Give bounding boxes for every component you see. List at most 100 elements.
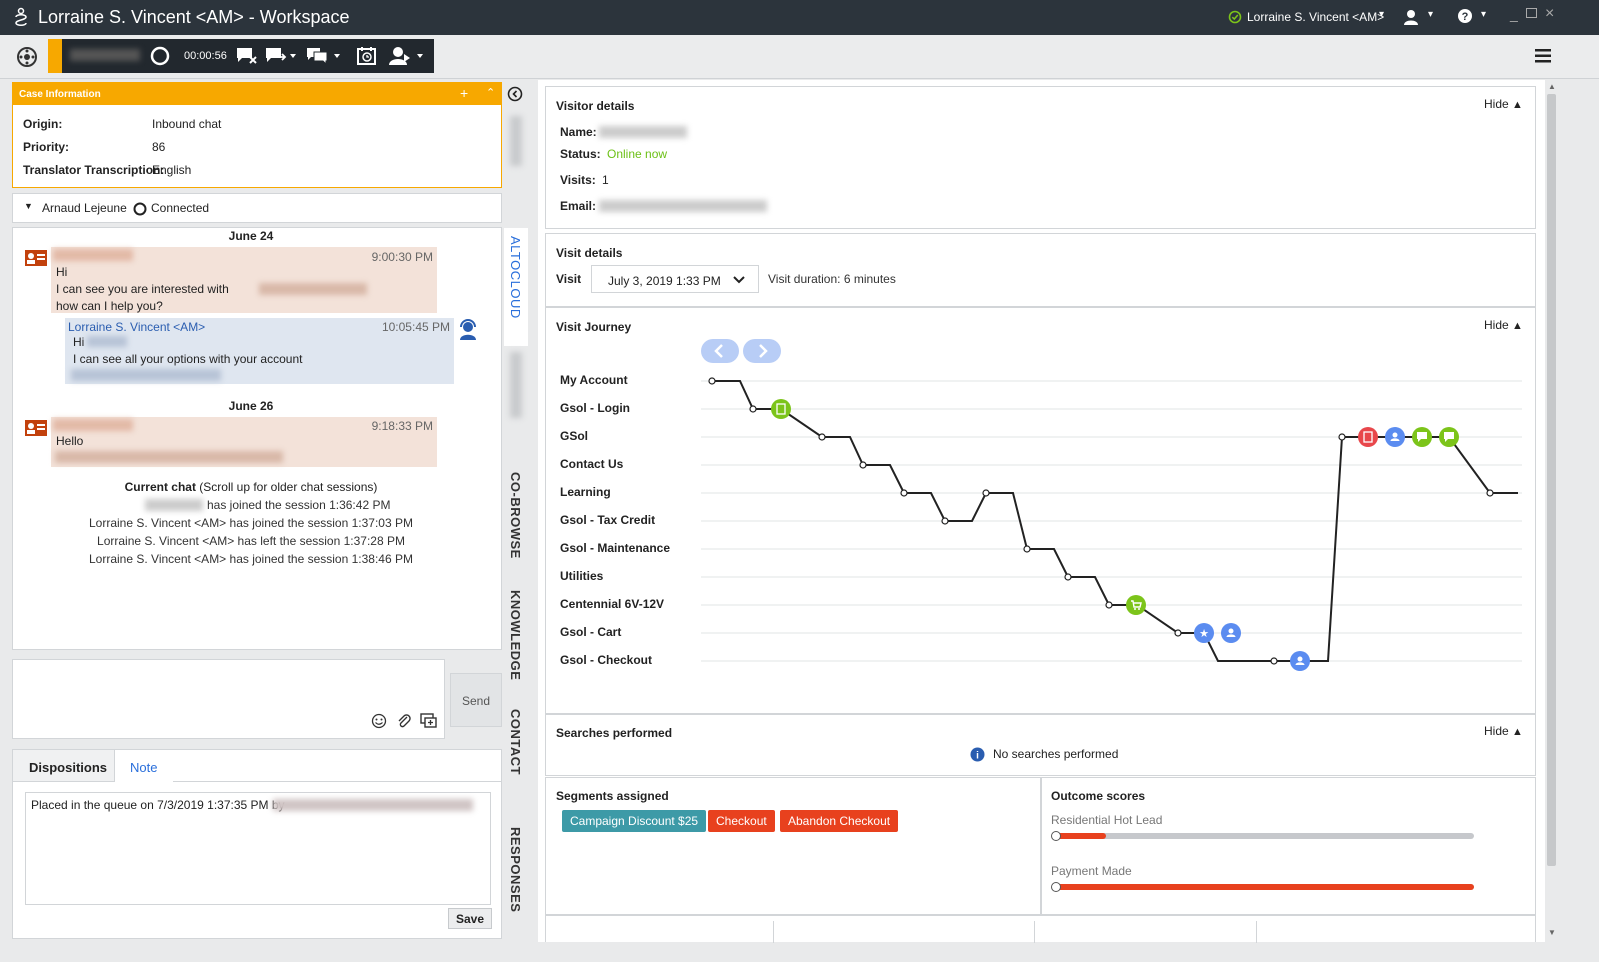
send-button[interactable]: Send [450, 673, 502, 727]
user-event-icon[interactable] [1289, 650, 1311, 672]
add-case-data-icon[interactable]: + [460, 85, 469, 101]
window-title: Lorraine S. Vincent <AM> - Workspace [38, 7, 350, 27]
star-event-icon[interactable]: ★ [1193, 622, 1215, 644]
divider [1034, 921, 1035, 943]
segment-badge: Checkout [708, 810, 775, 832]
scroll-down-icon[interactable]: ▼ [1548, 928, 1556, 937]
scrollbar[interactable]: ▲ ▼ [1545, 80, 1559, 942]
message-time: 9:00:30 PM [371, 250, 433, 264]
tab-co-browse[interactable]: CO-BROWSE [508, 472, 523, 559]
emoji-icon[interactable] [371, 713, 387, 729]
visit-label: Visit [556, 272, 582, 286]
agent-name: Lorraine S. Vincent <AM> [68, 320, 206, 334]
journey-page-label: My Account [560, 373, 628, 387]
note-textarea[interactable]: Placed in the queue on 7/3/2019 1:37:35 … [25, 792, 491, 905]
interaction-indicator [48, 39, 62, 73]
chat-message-customer: 9:00:30 PM Hi I can see you are interest… [51, 247, 437, 313]
redacted-tab [510, 116, 522, 166]
tab-responses[interactable]: RESPONSES [508, 827, 523, 913]
journey-page-label: Gsol - Cart [560, 625, 622, 639]
scrollbar-thumb[interactable] [1547, 94, 1556, 866]
tab-altocloud[interactable]: ALTOCLOUD [504, 228, 528, 346]
chat-event-icon[interactable] [1438, 426, 1460, 448]
message-line: I can see all your options with your acc… [73, 352, 303, 366]
outcome-scores-title: Outcome scores [1051, 789, 1146, 803]
visit-select[interactable]: July 3, 2019 1:33 PM [591, 265, 759, 293]
journey-prev-button[interactable] [701, 339, 739, 363]
standard-responses-icon[interactable] [420, 712, 438, 730]
case-field-label: Origin: [23, 117, 63, 131]
message-line: how can I help you? [56, 299, 163, 313]
scroll-up-icon[interactable]: ▲ [1548, 82, 1556, 91]
svg-text:i: i [976, 751, 979, 762]
message-time: 10:05:45 PM [381, 320, 450, 334]
user-menu-chevron-icon[interactable]: ▾ [1379, 9, 1385, 20]
tab-dispositions[interactable]: Dispositions [13, 750, 115, 782]
segments-title: Segments assigned [556, 789, 669, 803]
channels-icon[interactable] [16, 46, 38, 68]
case-field-value: English [152, 163, 192, 177]
tab-contact[interactable]: CONTACT [508, 709, 523, 776]
form-error-event-icon[interactable] [1357, 426, 1379, 448]
side-tab-bar: ALTOCLOUD CO-BROWSE KNOWLEDGE CONTACT RE… [504, 82, 528, 942]
user-event-icon[interactable] [1220, 622, 1242, 644]
agent-status-chevron-icon[interactable]: ▾ [1428, 9, 1434, 20]
hide-journey-button[interactable]: Hide ▲ [1484, 318, 1523, 332]
case-field-value: Inbound chat [152, 117, 222, 131]
user-event-icon[interactable] [1384, 426, 1406, 448]
chat-event-icon[interactable] [1411, 426, 1433, 448]
minimize-icon[interactable]: _ [1510, 6, 1518, 22]
cart-event-icon[interactable] [1125, 594, 1147, 616]
redacted-text [87, 336, 127, 347]
outcome-scores-card: Outcome scores Residential Hot Lead Payme… [1041, 777, 1536, 915]
collapse-sidebar-icon[interactable] [507, 86, 523, 102]
hamburger-menu-icon[interactable] [1535, 49, 1551, 63]
journey-page-label: Utilities [560, 569, 604, 583]
visits-label: Visits: [560, 173, 596, 187]
tab-note[interactable]: Note [115, 750, 173, 782]
online-status-icon [1228, 10, 1242, 24]
conference-chat-icon[interactable] [306, 47, 342, 65]
outcome-track [1056, 833, 1474, 839]
collapse-chevron-icon[interactable]: ⌃ [486, 87, 496, 99]
user-menu[interactable]: Lorraine S. Vincent <AM> [1247, 10, 1385, 24]
agent-status-icon[interactable] [1402, 8, 1420, 26]
message-line: Hi [73, 335, 85, 349]
case-field-label: Priority: [23, 140, 70, 154]
genesys-logo-icon [15, 7, 27, 26]
participant-name: Arnaud Lejeune [42, 201, 127, 215]
message-time: 9:18:33 PM [371, 419, 433, 433]
help-icon[interactable]: ? [1457, 8, 1473, 24]
bottom-card [545, 915, 1536, 943]
chat-status-icon [133, 202, 147, 216]
journey-page-label: Gsol - Tax Credit [560, 513, 656, 527]
consult-agent-icon[interactable] [388, 45, 426, 67]
tab-divider [173, 781, 502, 782]
participant-bar: ▼ Arnaud Lejeune Connected [12, 193, 502, 223]
save-button-label: Save [455, 912, 485, 926]
participant-expand-icon[interactable]: ▼ [24, 201, 33, 211]
journey-next-button[interactable] [743, 339, 781, 363]
hide-visitor-button[interactable]: Hide ▲ [1484, 97, 1523, 111]
message-line: I can see you are interested with [56, 282, 229, 296]
session-event: Lorraine S. Vincent <AM> has joined the … [89, 516, 413, 530]
schedule-callback-icon[interactable] [356, 45, 378, 67]
case-information-panel: Case Information + ⌃ Origin: Inbound chat… [12, 82, 502, 188]
maximize-icon[interactable] [1526, 8, 1537, 18]
attach-file-icon[interactable] [396, 713, 412, 729]
status-label: Status: [560, 147, 601, 161]
hide-label: Hide [1484, 724, 1509, 738]
tab-knowledge[interactable]: KNOWLEDGE [508, 590, 523, 681]
end-chat-icon[interactable] [236, 47, 258, 65]
send-button-label: Send [461, 694, 491, 708]
close-icon[interactable]: × [1545, 5, 1555, 22]
email-label: Email: [560, 199, 597, 213]
form-event-icon[interactable] [770, 398, 792, 420]
hide-searches-button[interactable]: Hide ▲ [1484, 724, 1523, 738]
chevron-up-icon: ▲ [1512, 99, 1523, 111]
message-line: Hello [56, 434, 84, 448]
save-note-button[interactable]: Save [448, 908, 492, 929]
help-chevron-icon[interactable]: ▾ [1481, 9, 1487, 20]
message-composer[interactable] [12, 659, 445, 739]
transfer-chat-icon[interactable] [265, 47, 297, 65]
